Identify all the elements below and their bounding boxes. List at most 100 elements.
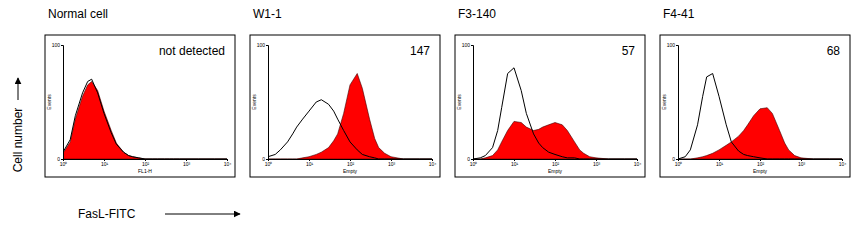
panel: F4-41 10⁰ 10¹ 10² 10³ 10⁴ 0 100 Empty Events 68 <box>660 7 850 177</box>
y-tick: 0 <box>57 156 63 162</box>
x-tick: 10² <box>142 159 150 167</box>
y-axis: 0 100 <box>667 42 679 162</box>
y-tick-label: 100 <box>52 42 61 48</box>
x-tick-label: 10⁴ <box>839 161 847 167</box>
x-tick: 10¹ <box>101 159 109 167</box>
y-tick-label: 0 <box>57 156 60 162</box>
y-tick-mark <box>61 45 63 46</box>
x-axis: 10⁰ 10¹ 10² 10³ 10⁴ <box>675 159 847 167</box>
y-tick-label: 100 <box>462 42 471 48</box>
histogram-area <box>63 81 227 159</box>
y-axis-line <box>266 46 269 160</box>
x-tick: 10⁰ <box>265 159 273 167</box>
plot-area <box>268 74 432 160</box>
x-tick-label: 10¹ <box>101 161 109 167</box>
y-axis-title: Events <box>251 94 257 110</box>
annotation: not detected <box>159 44 225 58</box>
x-tick: 10² <box>552 159 560 167</box>
y-tick-mark <box>471 45 473 46</box>
x-axis: 10⁰ 10¹ 10² 10³ 10⁴ <box>470 159 642 167</box>
y-tick-mark <box>471 159 473 160</box>
histogram-area <box>678 108 842 159</box>
x-axis-title: Empty <box>753 168 768 174</box>
y-axis-line <box>471 46 474 160</box>
x-axis-title: FL1-H <box>138 168 152 174</box>
x-tick: 10⁴ <box>839 159 847 167</box>
y-tick-mark <box>61 159 63 160</box>
y-arrow <box>18 78 19 100</box>
y-tick: 100 <box>667 42 678 48</box>
x-tick-label: 10⁰ <box>265 161 273 167</box>
x-tick-label: 10⁰ <box>60 161 68 167</box>
y-tick-mark <box>266 45 268 46</box>
figure-y-label: Cell number <box>11 108 25 173</box>
x-tick: 10⁰ <box>60 159 68 167</box>
x-tick-label: 10² <box>142 161 150 167</box>
x-tick-label: 10³ <box>183 161 191 167</box>
figure-x-label: FasL-FITC <box>78 207 136 221</box>
x-tick: 10² <box>347 159 355 167</box>
y-axis-title: Events <box>661 94 667 110</box>
x-tick: 10³ <box>388 159 396 167</box>
plot-area <box>63 79 227 159</box>
histogram-line <box>63 79 227 159</box>
y-tick: 0 <box>672 156 678 162</box>
x-tick-label: 10¹ <box>306 161 314 167</box>
panel-title: F4-41 <box>663 7 695 21</box>
y-tick-mark <box>266 159 268 160</box>
x-arrow <box>165 214 240 215</box>
y-axis-line <box>676 46 679 160</box>
panel: Normal cell 10⁰ 10¹ 10² 10³ 10⁴ 0 100 FL1-H Event… <box>45 7 235 177</box>
annotation: 147 <box>410 44 430 58</box>
x-tick-label: 10³ <box>798 161 806 167</box>
x-tick-label: 10⁴ <box>429 161 437 167</box>
x-axis-title: Empty <box>548 168 563 174</box>
x-tick: 10⁴ <box>634 159 642 167</box>
y-tick-label: 0 <box>262 156 265 162</box>
plot-area <box>473 68 637 159</box>
panel: W1-110⁰10¹10²10³10⁴0100EmptyEvents147 <box>250 7 440 177</box>
x-tick-label: 10⁰ <box>470 161 478 167</box>
y-tick-mark <box>676 45 678 46</box>
x-tick-label: 10⁰ <box>675 161 683 167</box>
y-axis: 0 100 <box>52 42 64 162</box>
x-tick: 10¹ <box>716 159 724 167</box>
panel-frame <box>45 35 235 177</box>
x-tick: 10² <box>757 159 765 167</box>
y-tick-label: 100 <box>257 42 266 48</box>
y-tick: 100 <box>462 42 473 48</box>
y-tick-label: 100 <box>667 42 676 48</box>
y-axis-title: Events <box>46 94 52 110</box>
x-tick-label: 10³ <box>388 161 396 167</box>
y-axis-title: Events <box>456 94 462 110</box>
panel-frame <box>660 35 850 177</box>
y-tick-label: 0 <box>672 156 675 162</box>
y-axis: 0 100 <box>462 42 474 162</box>
y-axis: 0 100 <box>257 42 269 162</box>
x-tick-label: 10⁴ <box>634 161 642 167</box>
histogram-area <box>473 121 637 159</box>
x-tick: 10¹ <box>306 159 314 167</box>
x-tick-label: 10⁴ <box>224 161 232 167</box>
x-tick: 10⁰ <box>675 159 683 167</box>
panel-title: Normal cell <box>48 7 108 21</box>
y-tick-mark <box>676 159 678 160</box>
y-axis-line <box>61 46 64 160</box>
annotation: 68 <box>827 44 841 58</box>
plot-area <box>678 74 842 160</box>
x-tick-label: 10¹ <box>511 161 519 167</box>
x-tick-label: 10² <box>552 161 560 167</box>
x-tick: 10¹ <box>511 159 519 167</box>
histogram-line <box>268 100 432 159</box>
panel-frame <box>455 35 645 177</box>
x-tick-label: 10¹ <box>716 161 724 167</box>
y-tick-label: 0 <box>467 156 470 162</box>
x-tick-label: 10² <box>347 161 355 167</box>
x-tick-label: 10³ <box>593 161 601 167</box>
x-tick: 10³ <box>798 159 806 167</box>
x-axis-title: Empty <box>343 168 358 174</box>
histogram-line <box>678 74 842 160</box>
x-tick-label: 10² <box>757 161 765 167</box>
x-tick: 10³ <box>593 159 601 167</box>
panel-title: F3-140 <box>458 7 496 21</box>
